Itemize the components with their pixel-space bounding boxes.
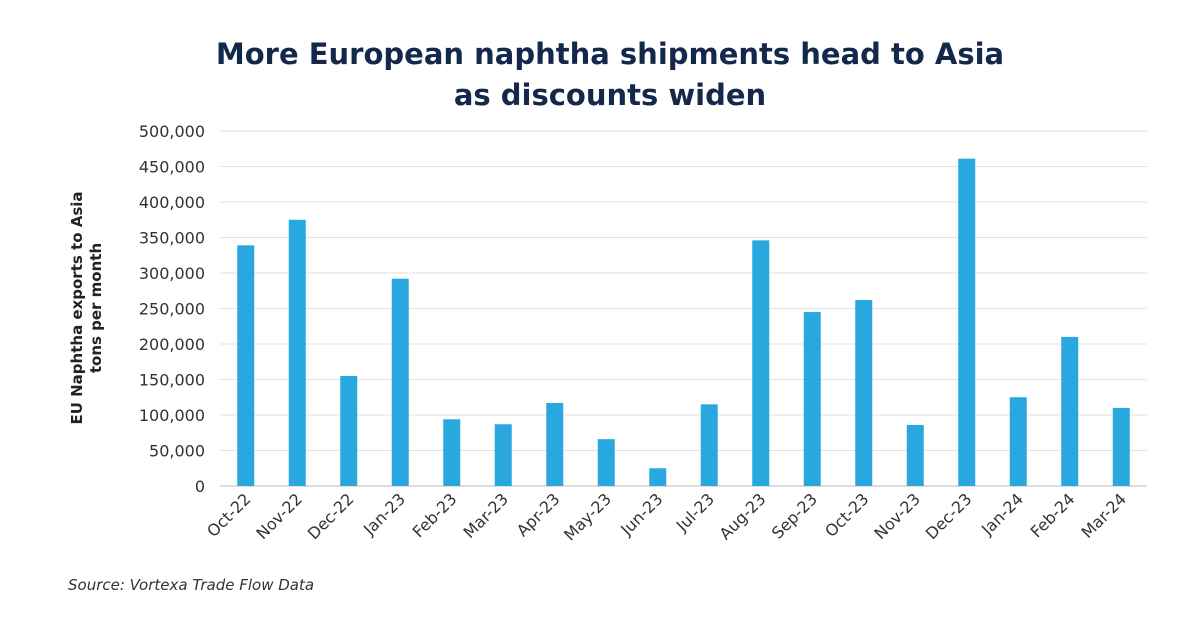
x-tick-label: Jan-24 (977, 489, 1027, 539)
x-tick-label: Nov-22 (252, 489, 306, 543)
y-tick-label: 400,000 (139, 193, 205, 212)
x-tick-label: Dec-22 (304, 489, 358, 543)
y-tick-label: 500,000 (139, 122, 205, 141)
bar-oct-23 (855, 299, 873, 486)
y-tick-label: 100,000 (139, 406, 205, 425)
bar-oct-22 (237, 245, 255, 486)
y-tick-label: 50,000 (149, 442, 205, 461)
x-tick-label: Aug-23 (716, 489, 770, 543)
y-tick-label: 250,000 (139, 300, 205, 319)
bar-jan-23 (391, 278, 409, 486)
bar-jul-23 (700, 404, 718, 486)
bar-feb-24 (1061, 336, 1079, 486)
x-tick-label: May-23 (560, 489, 615, 544)
bar-aug-23 (752, 240, 770, 486)
bar-jun-23 (649, 468, 667, 486)
x-tick-label: Oct-22 (203, 489, 254, 540)
x-tick-label: Feb-23 (409, 489, 461, 541)
bar-nov-23 (906, 424, 924, 486)
x-tick-label: Feb-24 (1027, 489, 1079, 541)
bar-sep-23 (803, 312, 821, 486)
x-tick-label: Jun-23 (616, 489, 666, 539)
bar-nov-22 (288, 219, 306, 486)
chart-title-line1: More European naphtha shipments head to … (215, 37, 1005, 71)
y-axis-label-line2: tons per month (87, 243, 105, 373)
x-tick-label: Oct-23 (821, 489, 872, 540)
y-axis-label-line1: EU Naphtha exports to Asia (68, 191, 86, 424)
x-tick-label: Jul-23 (672, 489, 718, 535)
y-tick-label: 150,000 (139, 371, 205, 390)
chart-title-line2: as discounts widen (453, 78, 767, 112)
y-tick-label: 200,000 (139, 335, 205, 354)
x-tick-label: Mar-23 (460, 489, 513, 542)
bar-mar-24 (1112, 407, 1130, 486)
bar-dec-22 (340, 375, 358, 486)
x-tick-label: Jan-23 (359, 489, 409, 539)
x-tick-label: Sep-23 (768, 489, 821, 542)
x-tick-label: Nov-23 (870, 489, 924, 543)
source-note: Source: Vortexa Trade Flow Data (68, 576, 315, 594)
y-tick-label: 350,000 (139, 229, 205, 248)
bar-feb-23 (443, 419, 461, 486)
chart-title: More European naphtha shipments head to … (0, 34, 1200, 116)
y-tick-label: 300,000 (139, 264, 205, 283)
bar-apr-23 (546, 402, 564, 486)
x-tick-label: Apr-23 (513, 489, 564, 540)
bar-dec-23 (958, 158, 976, 486)
y-tick-label: 0 (195, 477, 205, 496)
bar-may-23 (597, 439, 615, 486)
y-tick-label: 450,000 (139, 158, 205, 177)
x-tick-label: Mar-24 (1078, 489, 1131, 542)
bar-jan-24 (1009, 397, 1027, 486)
bar-mar-23 (494, 424, 512, 486)
x-tick-label: Dec-23 (922, 489, 976, 543)
